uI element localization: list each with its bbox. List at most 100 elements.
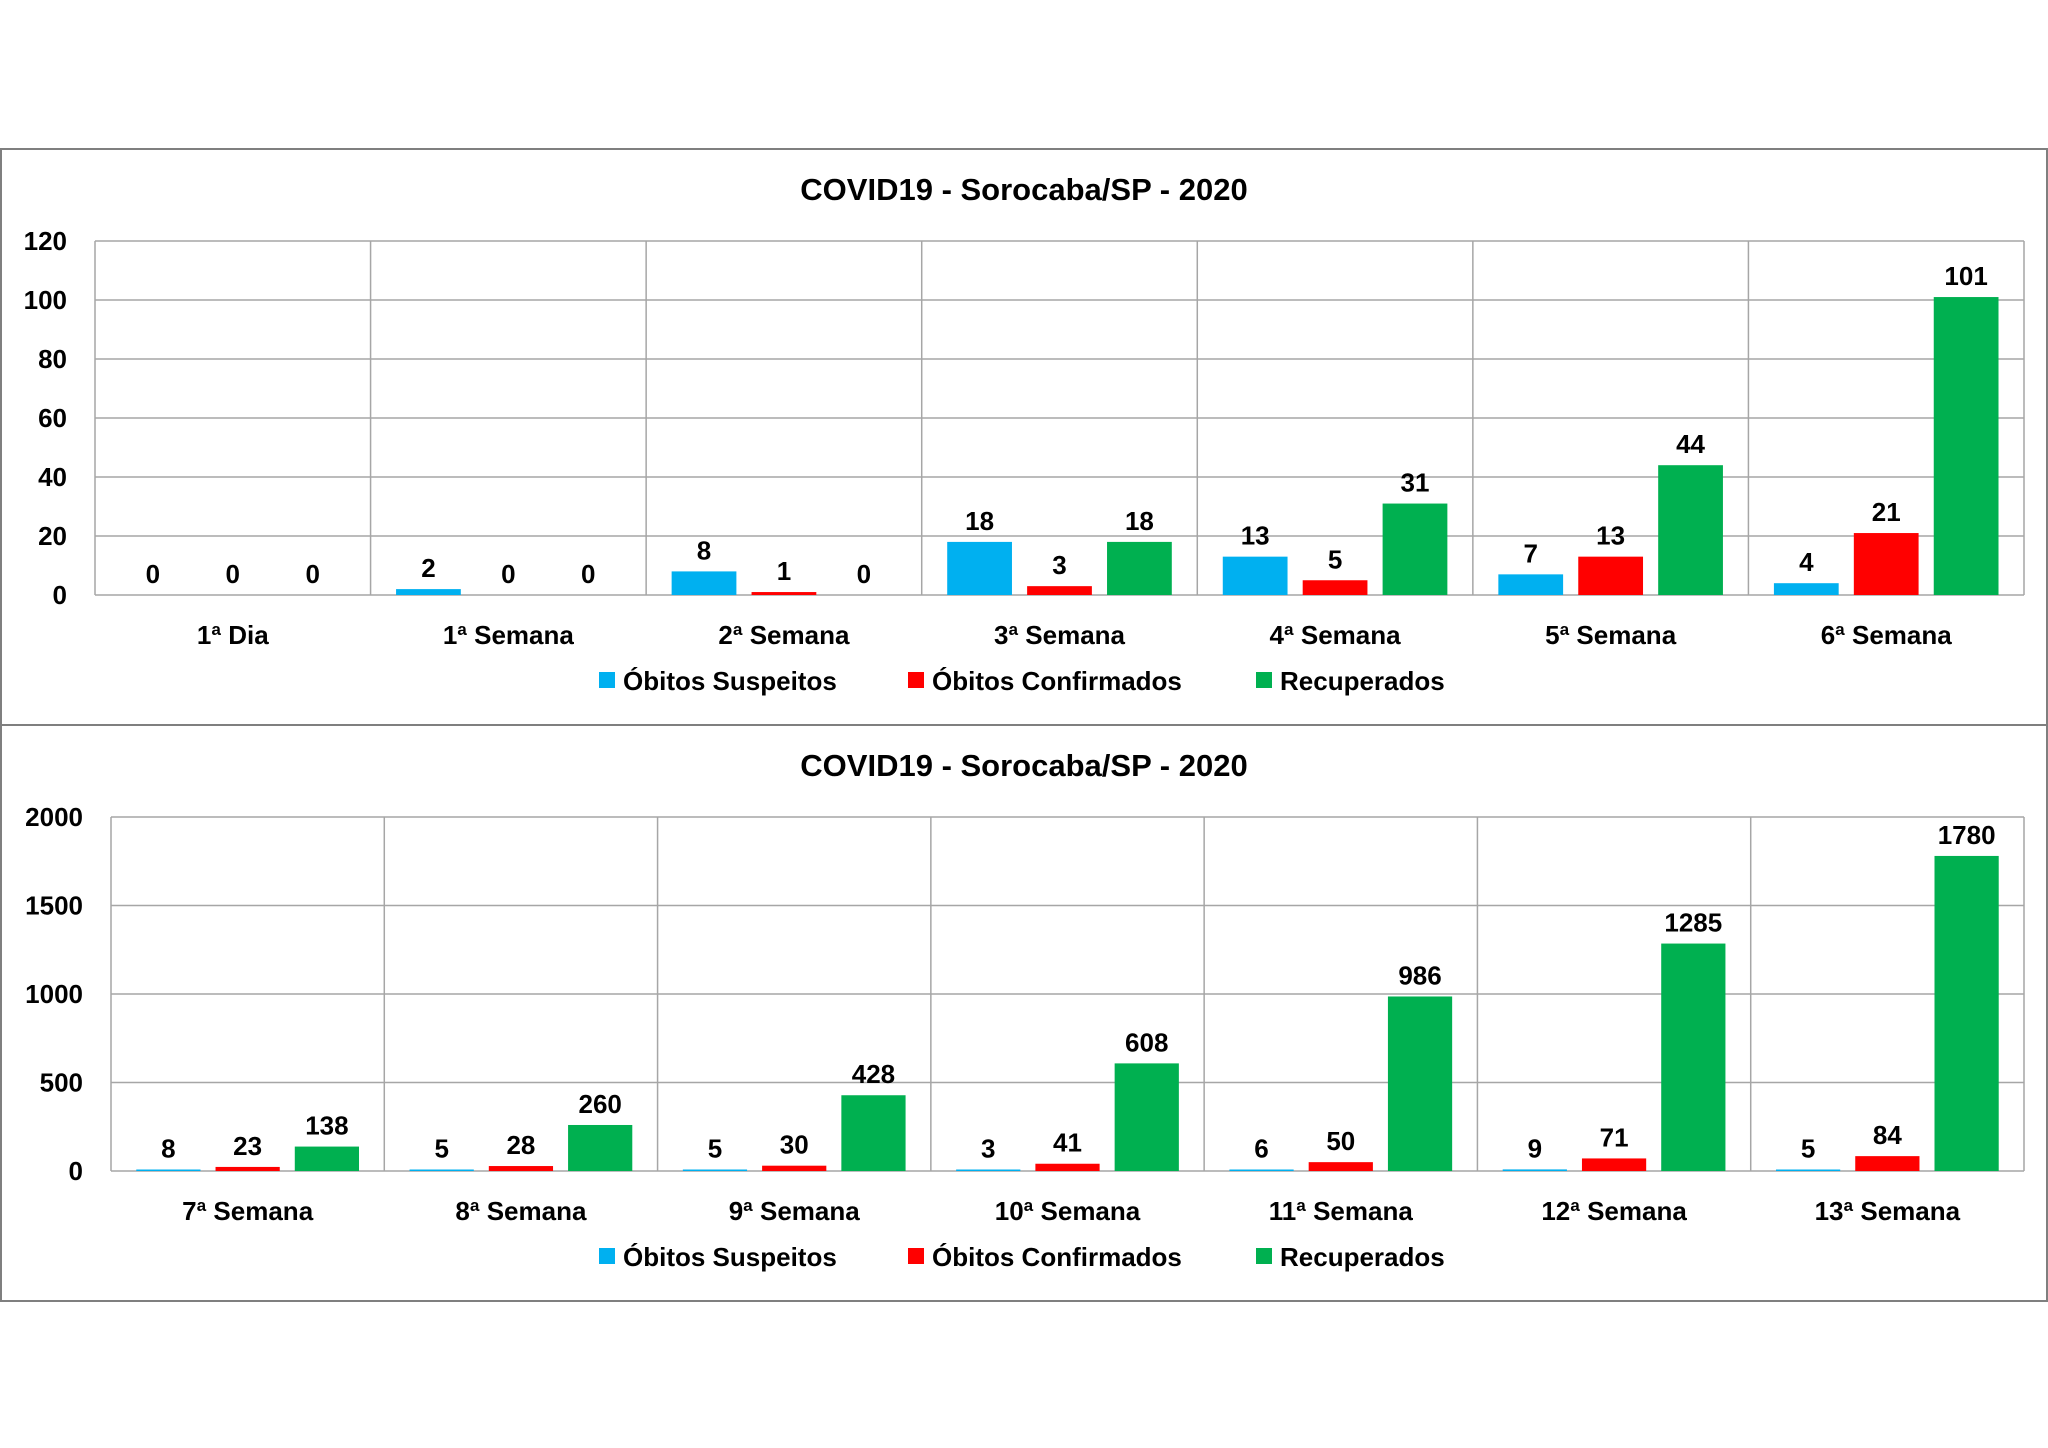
chart-panel-2: COVID19 - Sorocaba/SP - 2020 0 500 1000 150… — [0, 724, 2048, 1302]
chart-1-svg: COVID19 - Sorocaba/SP - 2020 02040608010… — [24, 172, 2025, 696]
x-tick-label: 9ª Semana — [729, 1196, 861, 1226]
bar--bitos-confirmados — [1581, 1158, 1647, 1171]
bar--bitos-confirmados — [1853, 533, 1919, 595]
bar-recuperados — [1382, 503, 1448, 595]
legend-swatch — [1256, 672, 1272, 688]
data-label: 41 — [1053, 1128, 1082, 1158]
x-tick-label: 12ª Semana — [1541, 1196, 1687, 1226]
data-label: 18 — [1125, 506, 1154, 536]
bar--bitos-suspeitos — [682, 1169, 748, 1171]
data-label: 0 — [305, 559, 319, 589]
chart-1-title: COVID19 - Sorocaba/SP - 2020 — [800, 172, 1247, 207]
data-label: 6 — [1254, 1134, 1268, 1164]
data-label: 0 — [226, 559, 240, 589]
data-label: 0 — [581, 559, 595, 589]
data-label: 986 — [1398, 960, 1441, 990]
data-label: 1 — [777, 556, 791, 586]
data-label: 2 — [421, 553, 435, 583]
x-tick-label: 4ª Semana — [1270, 620, 1402, 650]
x-tick-label: 7ª Semana — [182, 1196, 314, 1226]
data-label: 31 — [1401, 468, 1430, 498]
legend-swatch — [1256, 1248, 1272, 1264]
y-tick-label: 0 — [53, 580, 67, 610]
bar--bitos-suspeitos — [396, 589, 461, 595]
bar--bitos-suspeitos — [136, 1169, 201, 1171]
data-label: 13 — [1241, 521, 1270, 551]
y-tick-label: 500 — [40, 1068, 83, 1098]
data-label: 0 — [857, 559, 871, 589]
bar--bitos-suspeitos — [1222, 556, 1288, 595]
data-label: 0 — [501, 559, 515, 589]
y-tick-label: 2000 — [25, 802, 83, 832]
bar--bitos-confirmados — [1855, 1156, 1920, 1171]
legend-swatch — [908, 672, 924, 688]
data-label: 71 — [1600, 1122, 1629, 1152]
x-tick-label: 1ª Dia — [197, 620, 269, 650]
data-label: 8 — [697, 535, 711, 565]
bar-recuperados — [568, 1124, 633, 1171]
bar-recuperados — [1658, 465, 1723, 595]
bar--bitos-suspeitos — [1498, 574, 1564, 595]
y-tick-label: 100 — [24, 285, 67, 315]
x-tick-label: 10ª Semana — [995, 1196, 1141, 1226]
bar--bitos-confirmados — [1035, 1163, 1100, 1171]
bar-recuperados — [1933, 297, 1999, 595]
x-tick-label: 11ª Semana — [1269, 1196, 1414, 1226]
x-tick-label: 2ª Semana — [718, 620, 850, 650]
legend-label: Óbitos Suspeitos — [623, 1242, 837, 1272]
x-tick-label: 3ª Semana — [994, 620, 1126, 650]
data-label: 13 — [1596, 521, 1625, 551]
chart-2-title: COVID19 - Sorocaba/SP - 2020 — [800, 748, 1247, 783]
bar-recuperados — [1661, 943, 1726, 1171]
data-label: 23 — [233, 1131, 262, 1161]
bar--bitos-confirmados — [751, 592, 817, 595]
y-tick-label: 1000 — [25, 979, 83, 1009]
data-label: 3 — [981, 1134, 995, 1164]
data-label: 4 — [1799, 547, 1814, 577]
data-label: 30 — [780, 1130, 809, 1160]
data-label: 18 — [965, 506, 994, 536]
legend-swatch — [599, 672, 615, 688]
data-label: 101 — [1944, 261, 1987, 291]
data-label: 5 — [434, 1134, 448, 1164]
data-label: 21 — [1872, 497, 1901, 527]
x-tick-label: 8ª Semana — [455, 1196, 587, 1226]
data-label: 8 — [161, 1134, 175, 1164]
data-label: 428 — [852, 1059, 895, 1089]
bar-recuperados — [1934, 855, 1999, 1171]
y-tick-label: 40 — [38, 462, 67, 492]
data-label: 7 — [1523, 538, 1537, 568]
chart-2-svg: COVID19 - Sorocaba/SP - 2020 0 500 1000 150… — [25, 748, 2025, 1272]
x-tick-label: 5ª Semana — [1545, 620, 1677, 650]
y-tick-label: 0 — [69, 1156, 83, 1186]
bar--bitos-suspeitos — [947, 541, 1012, 595]
chart-panel-1: COVID19 - Sorocaba/SP - 2020 0 20 40 60 80 10… — [0, 148, 2048, 726]
data-label: 1285 — [1664, 908, 1722, 938]
data-label: 5 — [1801, 1134, 1815, 1164]
legend-label: Recuperados — [1280, 1242, 1445, 1272]
data-label: 9 — [1528, 1133, 1542, 1163]
bar--bitos-suspeitos — [1775, 1169, 1841, 1171]
bar--bitos-suspeitos — [671, 571, 737, 595]
x-tick-label: 13ª Semana — [1815, 1196, 1961, 1226]
x-tick-label: 1ª Semana — [443, 620, 575, 650]
y-tick-label: 80 — [38, 344, 67, 374]
data-label: 84 — [1873, 1120, 1902, 1150]
bar-recuperados — [1107, 541, 1172, 595]
bar-recuperados — [294, 1146, 360, 1171]
y-tick-label: 1500 — [25, 891, 83, 921]
data-label: 1780 — [1938, 820, 1996, 850]
bar--bitos-confirmados — [762, 1165, 827, 1171]
legend-swatch — [908, 1248, 924, 1264]
data-label: 5 — [1328, 544, 1342, 574]
y-tick-label: 20 — [38, 521, 67, 551]
bar--bitos-suspeitos — [956, 1169, 1021, 1171]
bar--bitos-confirmados — [1308, 1162, 1373, 1171]
bar--bitos-confirmados — [488, 1166, 554, 1171]
legend-label: Óbitos Confirmados — [932, 1242, 1182, 1272]
legend-swatch — [599, 1248, 615, 1264]
data-label: 5 — [708, 1134, 722, 1164]
data-label: 44 — [1676, 429, 1705, 459]
bar--bitos-confirmados — [1578, 556, 1644, 595]
data-label: 28 — [506, 1130, 535, 1160]
